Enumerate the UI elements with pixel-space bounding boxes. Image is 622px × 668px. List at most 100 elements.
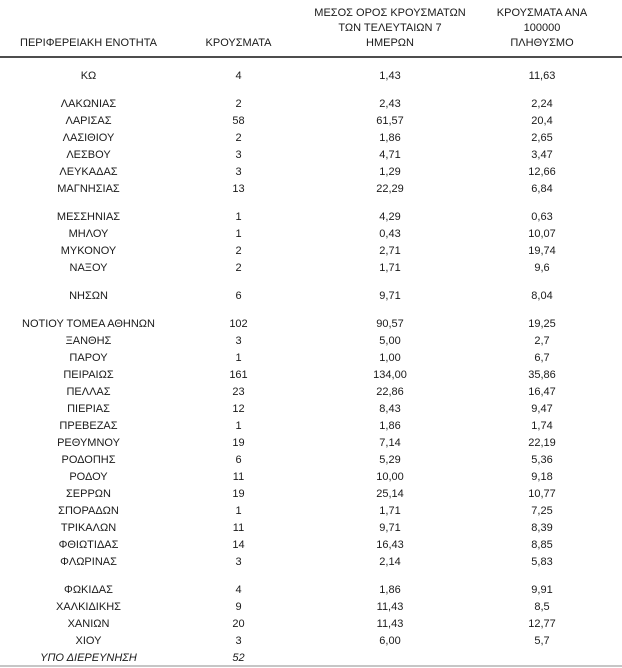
table-row: ΣΕΡΡΩΝ 19 25,14 10,77 bbox=[0, 486, 622, 503]
avg7days-value-cell: 2,71 bbox=[379, 245, 401, 257]
table-row: ΦΘΙΩΤΙΔΑΣ 14 16,43 8,85 bbox=[0, 537, 622, 554]
per100k-value-cell: 9,6 bbox=[534, 262, 550, 274]
group-spacer-row bbox=[0, 198, 622, 209]
avg7days-value-cell: 2,43 bbox=[379, 98, 401, 110]
table-row: ΧΑΛΚΙΔΙΚΗΣ 9 11,43 8,5 bbox=[0, 599, 622, 616]
avg7days-value-cell: 1,43 bbox=[379, 70, 401, 82]
avg7days-value-cell: 5,29 bbox=[379, 454, 401, 466]
spacer-cell bbox=[0, 57, 622, 68]
spacer-cell bbox=[0, 198, 622, 209]
region-name-cell: ΧΑΛΚΙΔΙΚΗΣ bbox=[56, 601, 121, 613]
table-row: ΠΕΙΡΑΙΩΣ 161 134,00 35,86 bbox=[0, 367, 622, 384]
per100k-value-cell: 19,25 bbox=[528, 318, 556, 330]
per100k-value-cell: 5,36 bbox=[531, 454, 553, 466]
table-row: ΣΠΟΡΑΔΩΝ 1 1,71 7,25 bbox=[0, 503, 622, 520]
avg7days-value-cell: 1,71 bbox=[379, 262, 401, 274]
table-row: ΞΑΝΘΗΣ 3 5,00 2,7 bbox=[0, 333, 622, 350]
avg7days-value-cell: 4,71 bbox=[379, 149, 401, 161]
region-name-cell: ΠΙΕΡΙΑΣ bbox=[67, 403, 110, 415]
avg7days-value-cell: 16,43 bbox=[376, 539, 404, 551]
cases-value-cell: 4 bbox=[235, 584, 242, 596]
cases-value-cell: 2 bbox=[235, 132, 242, 144]
avg7days-value-cell: 25,14 bbox=[376, 488, 404, 500]
cases-value-cell: 13 bbox=[232, 183, 245, 195]
region-name-cell: ΝΗΣΩΝ bbox=[69, 290, 108, 302]
table-row: ΛΑΚΩΝΙΑΣ 2 2,43 2,24 bbox=[0, 96, 622, 113]
avg7days-value-cell: 11,43 bbox=[376, 601, 404, 613]
table-row: ΠΡΕΒΕΖΑΣ 1 1,86 1,74 bbox=[0, 418, 622, 435]
per100k-value-cell: 20,4 bbox=[531, 115, 553, 127]
cases-value-cell: 3 bbox=[235, 335, 242, 347]
table-row: ΝΑΞΟΥ 2 1,71 9,6 bbox=[0, 260, 622, 277]
region-name-cell: ΧΙΟΥ bbox=[75, 635, 102, 647]
header-cases-column: ΚΡΟΥΣΜΑΤΑ bbox=[185, 6, 292, 58]
avg7days-value-cell: 8,43 bbox=[379, 403, 401, 415]
avg7days-value-cell: 22,86 bbox=[376, 386, 404, 398]
avg7days-value-cell bbox=[292, 650, 488, 667]
table-row: ΜΑΓΝΗΣΙΑΣ 13 22,29 6,84 bbox=[0, 181, 622, 198]
per100k-value-cell: 5,7 bbox=[534, 635, 550, 647]
table-row: ΛΑΡΙΣΑΣ 58 61,57 20,4 bbox=[0, 113, 622, 130]
per100k-value-cell: 2,24 bbox=[531, 98, 553, 110]
spacer-cell bbox=[0, 305, 622, 316]
avg7days-value-cell: 61,57 bbox=[376, 115, 404, 127]
region-name-cell: ΜΥΚΟΝΟΥ bbox=[60, 245, 117, 257]
table-row: ΠΕΛΛΑΣ 23 22,86 16,47 bbox=[0, 384, 622, 401]
per100k-value-cell: 35,86 bbox=[528, 369, 556, 381]
per100k-value-cell bbox=[488, 650, 622, 667]
table-row: ΡΕΘΥΜΝΟΥ 19 7,14 22,19 bbox=[0, 435, 622, 452]
per100k-value-cell: 12,66 bbox=[528, 166, 556, 178]
table-row: ΤΡΙΚΑΛΩΝ 11 9,71 8,39 bbox=[0, 520, 622, 537]
avg7days-value-cell: 6,00 bbox=[379, 635, 401, 647]
table-row: ΦΛΩΡΙΝΑΣ 3 2,14 5,83 bbox=[0, 554, 622, 571]
table-row: ΜΥΚΟΝΟΥ 2 2,71 19,74 bbox=[0, 243, 622, 260]
avg7days-value-cell: 7,14 bbox=[379, 437, 401, 449]
table-row: ΝΟΤΙΟΥ ΤΟΜΕΑ ΑΘΗΝΩΝ 102 90,57 19,25 bbox=[0, 316, 622, 333]
avg7days-value-cell: 90,57 bbox=[376, 318, 404, 330]
cases-value-cell: 20 bbox=[232, 618, 245, 630]
header-avg7days-column: ΜΕΣΟΣ ΟΡΟΣ ΚΡΟΥΣΜΑΤΩΝ ΤΩΝ ΤΕΛΕΥΤΑΙΩΝ 7 Η… bbox=[292, 6, 488, 58]
table-row: ΧΙΟΥ 3 6,00 5,7 bbox=[0, 633, 622, 650]
avg7days-value-cell: 2,14 bbox=[379, 556, 401, 568]
region-name-cell: ΣΕΡΡΩΝ bbox=[66, 488, 111, 500]
table-row: ΥΠΟ ΔΙΕΡΕΥΝΗΣΗ 52 bbox=[0, 650, 622, 667]
region-name-cell: ΣΠΟΡΑΔΩΝ bbox=[58, 505, 119, 517]
per100k-value-cell: 5,83 bbox=[531, 556, 553, 568]
region-name-cell: ΜΕΣΣΗΝΙΑΣ bbox=[56, 211, 121, 223]
cases-value-cell: 23 bbox=[232, 386, 245, 398]
per100k-value-cell: 2,65 bbox=[531, 132, 553, 144]
table-row: ΛΕΣΒΟΥ 3 4,71 3,47 bbox=[0, 147, 622, 164]
spacer-cell bbox=[0, 85, 622, 96]
region-name-cell: ΜΗΛΟΥ bbox=[68, 228, 109, 240]
region-name-cell: ΛΑΡΙΣΑΣ bbox=[65, 115, 112, 127]
regional-cases-table: ΠΕΡΙΦΕΡΕΙΑΚΗ ΕΝΟΤΗΤΑ ΚΡΟΥΣΜΑΤΑ ΜΕΣΟΣ ΟΡΟ… bbox=[0, 6, 622, 667]
cases-value-cell: 1 bbox=[235, 505, 242, 517]
table-row: ΝΗΣΩΝ 6 9,71 8,04 bbox=[0, 288, 622, 305]
per100k-value-cell: 22,19 bbox=[528, 437, 556, 449]
group-spacer-row bbox=[0, 571, 622, 582]
table-row: ΛΑΣΙΘΙΟΥ 2 1,86 2,65 bbox=[0, 130, 622, 147]
per100k-value-cell: 9,47 bbox=[531, 403, 553, 415]
cases-value-cell: 1 bbox=[235, 352, 242, 364]
group-spacer-row bbox=[0, 277, 622, 288]
avg7days-value-cell: 1,86 bbox=[379, 584, 401, 596]
per100k-value-cell: 11,63 bbox=[528, 70, 556, 82]
per100k-value-cell: 8,39 bbox=[531, 522, 553, 534]
region-name-cell: ΥΠΟ ΔΙΕΡΕΥΝΗΣΗ bbox=[40, 652, 137, 664]
cases-value-cell: 19 bbox=[232, 437, 245, 449]
table-row: ΧΑΝΙΩΝ 20 11,43 12,77 bbox=[0, 616, 622, 633]
avg7days-value-cell: 4,29 bbox=[379, 211, 401, 223]
per100k-value-cell: 7,25 bbox=[531, 505, 553, 517]
avg7days-value-cell: 134,00 bbox=[373, 369, 407, 381]
region-name-cell: ΛΑΚΩΝΙΑΣ bbox=[60, 98, 117, 110]
region-name-cell: ΠΡΕΒΕΖΑΣ bbox=[59, 420, 118, 432]
cases-value-cell: 11 bbox=[232, 471, 245, 483]
avg7days-value-cell: 5,00 bbox=[379, 335, 401, 347]
table-row: ΡΟΔΟΠΗΣ 6 5,29 5,36 bbox=[0, 452, 622, 469]
per100k-value-cell: 2,7 bbox=[534, 335, 550, 347]
avg7days-value-cell: 9,71 bbox=[379, 290, 401, 302]
cases-value-cell: 58 bbox=[232, 115, 245, 127]
per100k-value-cell: 10,77 bbox=[528, 488, 556, 500]
cases-value-cell: 4 bbox=[235, 70, 242, 82]
